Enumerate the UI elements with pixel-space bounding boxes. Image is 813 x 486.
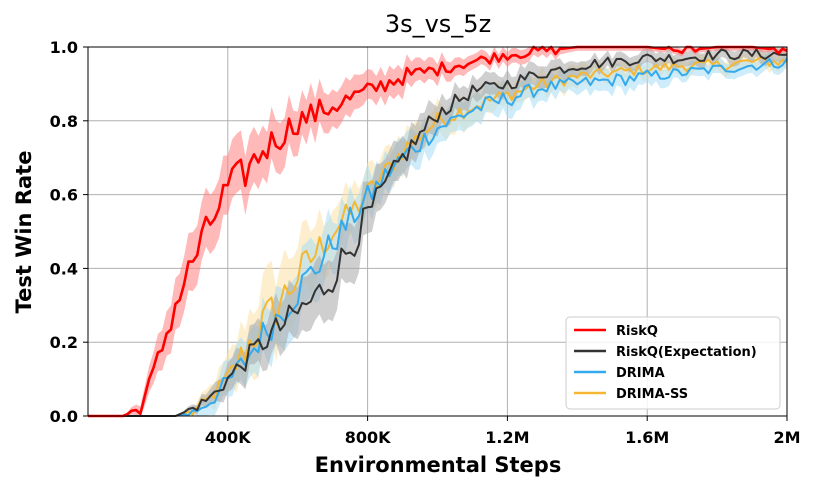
x-axis-ticks: 400K 800K 1.2M 1.6M 2M xyxy=(205,416,801,447)
legend-label: DRIMA-SS xyxy=(616,387,688,402)
legend-label: DRIMA xyxy=(616,366,665,381)
y-tick-label: 0.0 xyxy=(50,407,78,426)
series-lines xyxy=(88,45,788,418)
y-axis-ticks: 0.0 0.2 0.4 0.6 0.8 1.0 xyxy=(50,38,88,426)
x-tick-label: 1.2M xyxy=(485,428,529,447)
x-tick-label: 2M xyxy=(773,428,800,447)
x-tick-label: 1.6M xyxy=(625,428,669,447)
y-tick-label: 1.0 xyxy=(50,38,78,57)
x-axis-label: Environmental Steps xyxy=(315,453,562,477)
line-drima-ss xyxy=(88,56,788,417)
legend-label: RiskQ xyxy=(616,324,658,339)
y-tick-label: 0.6 xyxy=(50,186,78,205)
line-riskq xyxy=(88,45,788,418)
x-tick-label: 800K xyxy=(345,428,391,447)
plot-frame xyxy=(87,46,788,417)
y-tick-label: 0.8 xyxy=(50,112,78,131)
x-tick-label: 400K xyxy=(205,428,251,447)
legend-label: RiskQ(Expectation) xyxy=(616,345,757,360)
chart-title: 3s_vs_5z xyxy=(385,10,491,38)
y-tick-label: 0.4 xyxy=(50,259,78,278)
line-riskq-expectation- xyxy=(88,48,788,417)
line-drima xyxy=(88,58,788,417)
band-riskq xyxy=(88,47,787,416)
legend-box xyxy=(565,316,781,410)
y-axis-label: Test Win Rate xyxy=(12,151,36,314)
y-tick-label: 0.2 xyxy=(50,333,78,352)
legend: RiskQ RiskQ(Expectation) DRIMA DRIMA-SS xyxy=(565,316,781,410)
